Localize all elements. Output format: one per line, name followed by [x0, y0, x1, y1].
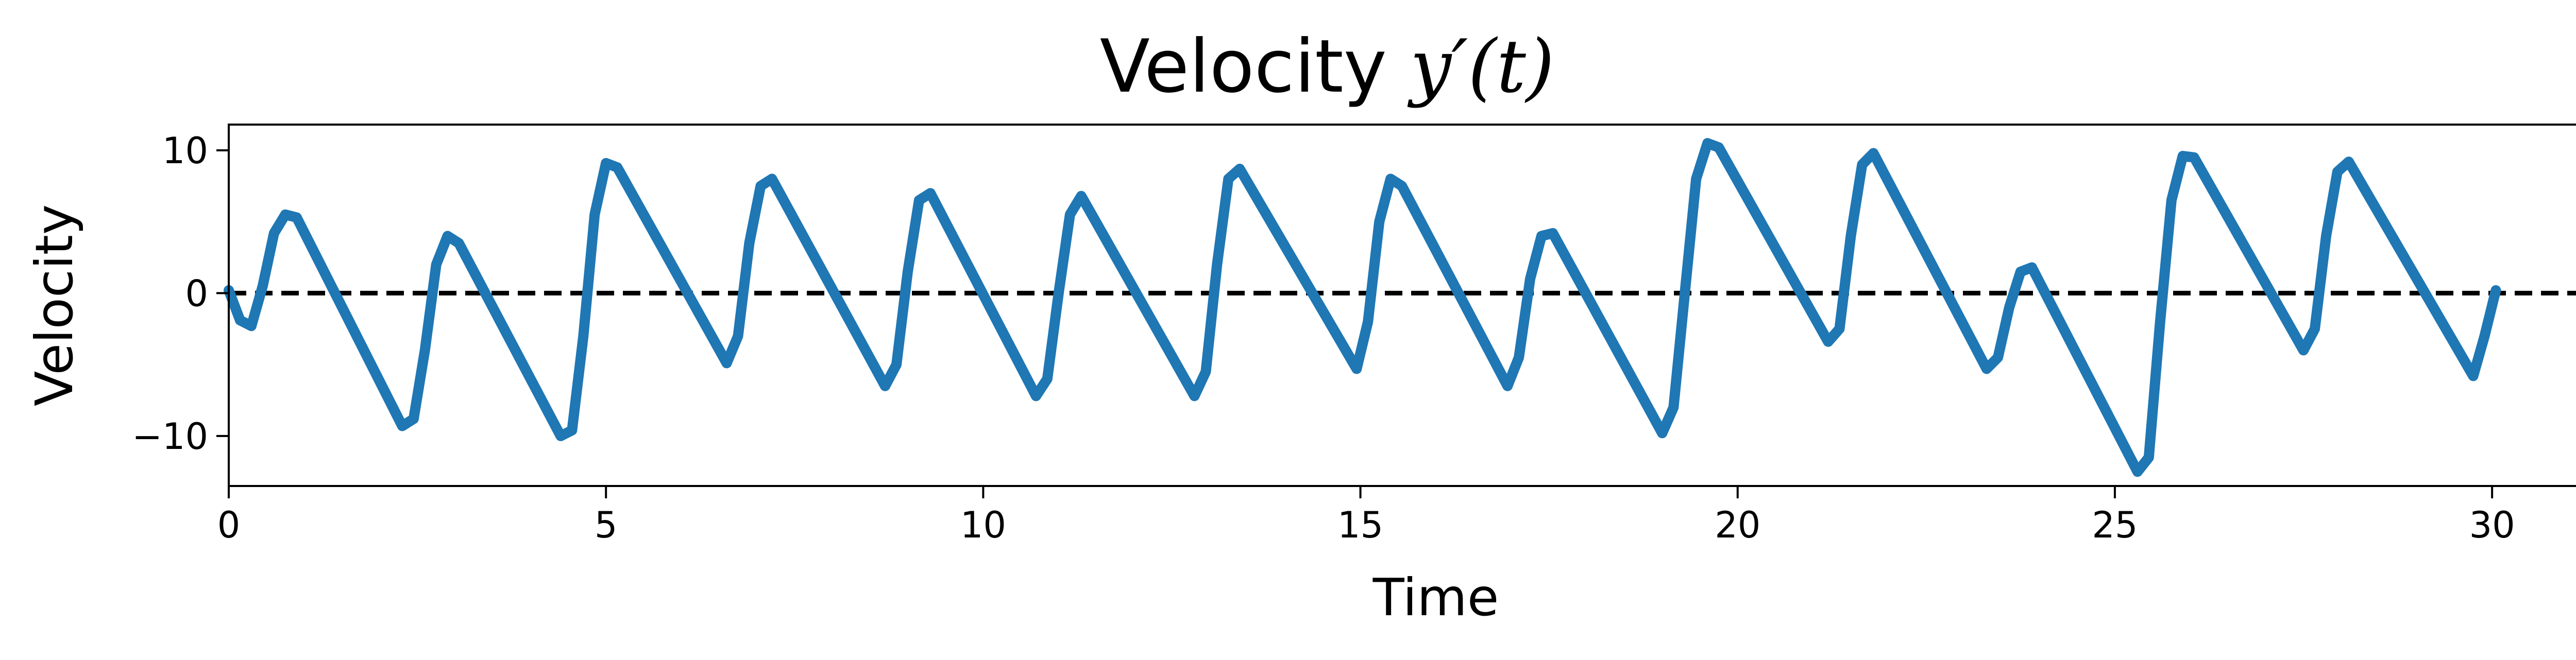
- x-axis: 0 5 10 15 20 25 30: [217, 486, 2515, 546]
- chart-title-main: Velocity: [1100, 24, 1410, 109]
- x-tick-label: 20: [1715, 504, 1760, 546]
- y-axis-label: Velocity: [24, 204, 84, 406]
- x-tick-label: 25: [2092, 504, 2138, 546]
- y-axis: −10 0 10: [132, 130, 229, 458]
- plot-area: [224, 124, 2576, 487]
- x-tick-label: 15: [1337, 504, 1383, 546]
- x-tick-label: 30: [2469, 504, 2515, 546]
- x-tick-label: 0: [217, 504, 241, 546]
- x-tick-label: 10: [960, 504, 1006, 546]
- x-axis-label: Time: [1372, 567, 1499, 628]
- chart-title: Velocity y′(t): [1100, 24, 1555, 109]
- y-tick-label: 10: [162, 130, 208, 172]
- plot-frame: [228, 124, 2576, 487]
- chart-title-math: y′(t): [1407, 24, 1554, 109]
- x-tick-label: 5: [595, 504, 618, 546]
- velocity-series-line-0: [224, 138, 2501, 477]
- series-layer: [224, 138, 2501, 477]
- y-tick-label: −10: [132, 415, 208, 458]
- y-tick-label: 0: [185, 272, 208, 315]
